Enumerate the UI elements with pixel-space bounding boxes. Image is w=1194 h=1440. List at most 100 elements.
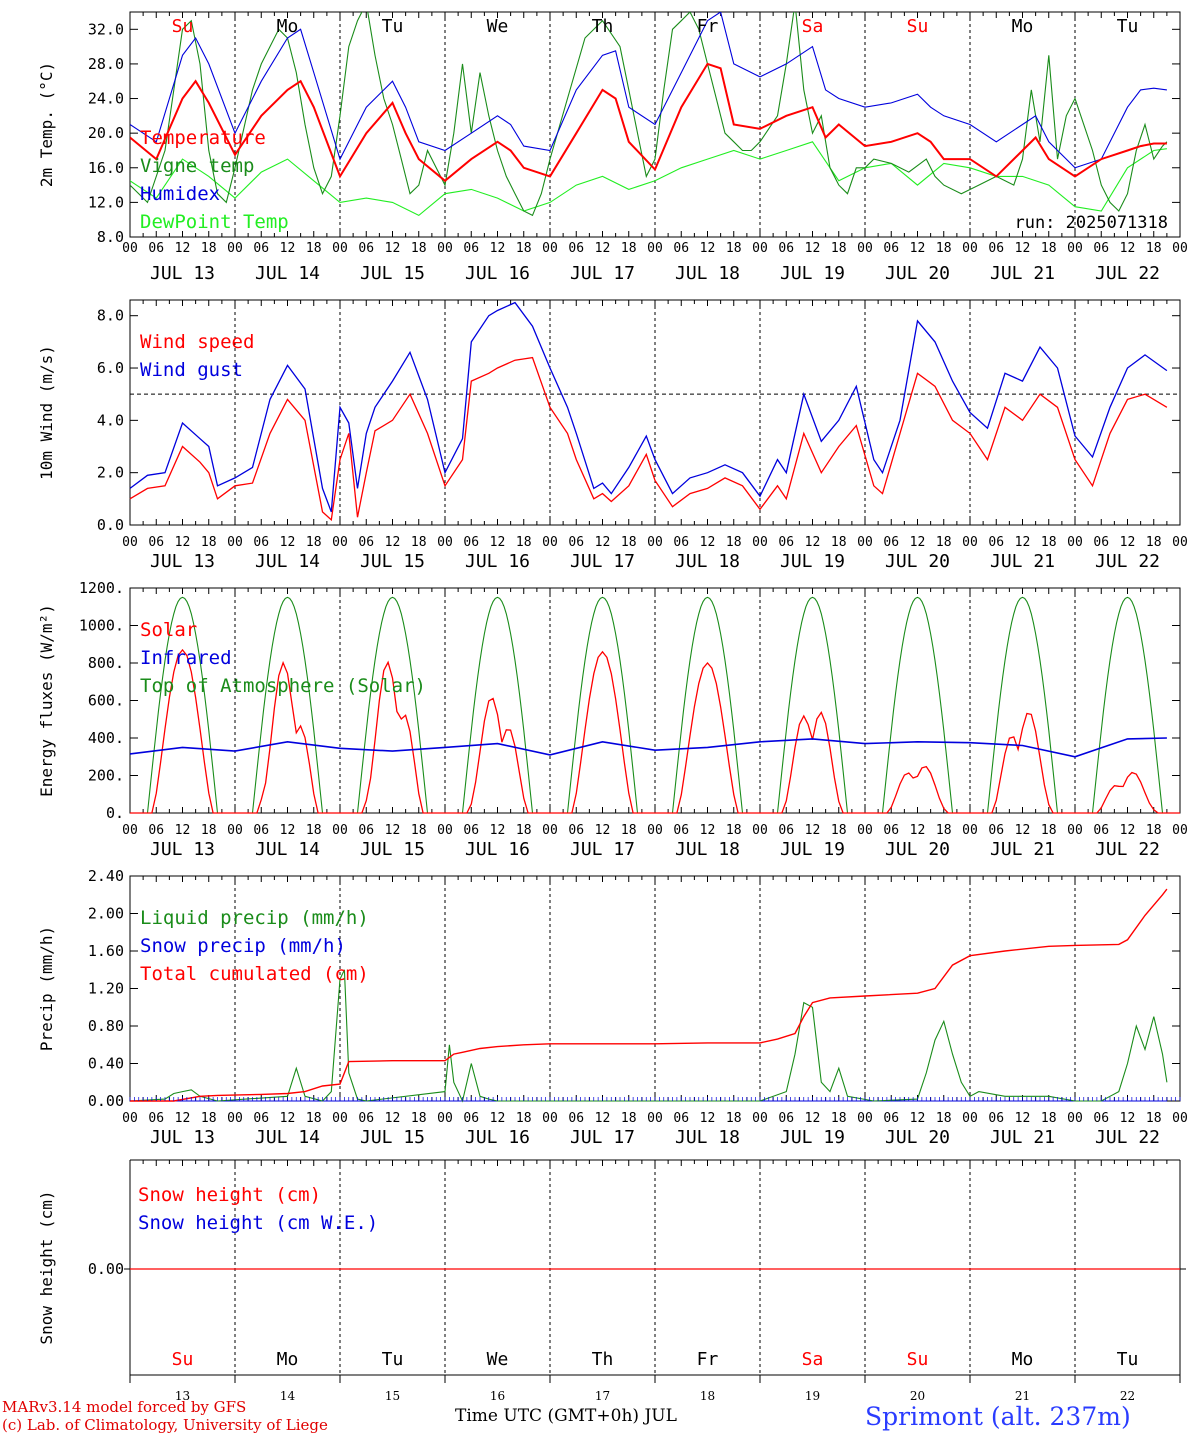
hour-tick-label: 18 <box>936 535 952 550</box>
date-label: JUL 20 <box>885 1127 950 1148</box>
weekday-label: Th <box>592 1349 614 1370</box>
hour-tick-label: 12 <box>175 241 191 256</box>
day-number-label: 15 <box>385 1389 400 1403</box>
hour-tick-label: 18 <box>1146 823 1162 838</box>
series-line <box>130 648 1180 814</box>
hour-tick-label: 18 <box>1041 241 1057 256</box>
date-label: JUL 17 <box>570 1127 635 1148</box>
hour-tick-label: 00 <box>962 1111 978 1126</box>
hour-tick-label: 12 <box>595 535 611 550</box>
date-label: JUL 16 <box>465 1127 530 1148</box>
hour-tick-label: 18 <box>516 535 532 550</box>
hour-tick-label: 18 <box>936 1111 952 1126</box>
date-label: JUL 16 <box>465 263 530 284</box>
hour-tick-label: 00 <box>647 823 663 838</box>
hour-tick-label: 06 <box>253 241 269 256</box>
date-label: JUL 18 <box>675 1127 740 1148</box>
hour-tick-label: 18 <box>1146 535 1162 550</box>
date-label: JUL 13 <box>150 839 215 860</box>
y-tick-label: 400. <box>88 729 124 747</box>
panel-5: 0.00 Snow height (cm) Snow height (cm) Snow… <box>37 1159 1186 1403</box>
hour-tick-label: 12 <box>805 1111 821 1126</box>
hour-tick-label: 06 <box>988 241 1004 256</box>
date-label: JUL 17 <box>570 551 635 572</box>
hour-tick-label: 12 <box>385 1111 401 1126</box>
hour-tick-label: 06 <box>358 823 374 838</box>
hour-tick-label: 06 <box>673 535 689 550</box>
hour-tick-label: 00 <box>857 241 873 256</box>
y-tick-label: 2.00 <box>88 905 124 923</box>
legend-vigne-temp: Vigne temp <box>140 155 254 177</box>
hour-tick-label: 06 <box>883 241 899 256</box>
legend-infrared: Infrared <box>140 647 232 669</box>
y-tick-label: 0.0 <box>97 516 124 534</box>
weekday-label: Su <box>907 1349 929 1370</box>
hour-tick-label: 00 <box>437 241 453 256</box>
legend-liquid-precip-mm-h-: Liquid precip (mm/h) <box>140 907 369 929</box>
day-number-label: 21 <box>1015 1389 1030 1403</box>
series-line <box>130 888 1168 1102</box>
series-line <box>129 356 1168 522</box>
weekday-label: Su <box>907 16 929 37</box>
hour-tick-label: 18 <box>726 823 742 838</box>
y-tick-label: 200. <box>88 767 124 785</box>
hour-tick-label: 18 <box>201 241 217 256</box>
legend-top-of-atmosphere-solar-: Top of Atmosphere (Solar) <box>140 675 426 697</box>
hour-tick-label: 06 <box>148 1111 164 1126</box>
hour-tick-label: 06 <box>988 535 1004 550</box>
hour-tick-label: 06 <box>883 823 899 838</box>
date-label: JUL 15 <box>360 1127 425 1148</box>
hour-tick-label: 00 <box>122 241 138 256</box>
hour-tick-label: 00 <box>1067 535 1083 550</box>
series-line <box>129 969 1168 1103</box>
hour-tick-label: 00 <box>1067 1111 1083 1126</box>
hour-tick-label: 12 <box>1120 823 1136 838</box>
hour-tick-label: 18 <box>306 1111 322 1126</box>
hour-tick-label: 12 <box>595 823 611 838</box>
weekday-label: Su <box>172 1349 194 1370</box>
hour-tick-label: 12 <box>1120 1111 1136 1126</box>
hour-tick-label: 06 <box>568 1111 584 1126</box>
date-label: JUL 15 <box>360 551 425 572</box>
weekday-label: Fr <box>697 1349 719 1370</box>
hour-tick-label: 18 <box>516 823 532 838</box>
hour-tick-label: 06 <box>1093 823 1109 838</box>
hour-tick-label: 18 <box>621 241 637 256</box>
hour-tick-label: 00 <box>962 823 978 838</box>
hour-tick-label: 18 <box>1041 823 1057 838</box>
weekday-label: Mo <box>277 1349 299 1370</box>
weekday-label: Mo <box>277 16 299 37</box>
station-name: Sprimont (alt. 237m) <box>865 1402 1131 1431</box>
date-label: JUL 13 <box>150 551 215 572</box>
y-tick-label: 600. <box>88 692 124 710</box>
date-label: JUL 19 <box>780 263 845 284</box>
hour-tick-label: 12 <box>1015 1111 1031 1126</box>
hour-tick-label: 06 <box>778 241 794 256</box>
hour-tick-label: 18 <box>1146 1111 1162 1126</box>
plot-frame <box>129 299 1181 526</box>
hour-tick-label: 06 <box>463 823 479 838</box>
hour-tick-label: 06 <box>883 1111 899 1126</box>
hour-tick-label: 12 <box>385 535 401 550</box>
hour-tick-label: 18 <box>516 1111 532 1126</box>
hour-tick-label: 12 <box>385 823 401 838</box>
legend-snow-height-cm: Snow height (cm) <box>138 1184 321 1206</box>
hour-tick-label: 00 <box>122 823 138 838</box>
hour-tick-label: 06 <box>148 241 164 256</box>
y-axis-label: 10m Wind (m/s) <box>37 345 56 480</box>
hour-tick-label: 00 <box>542 535 558 550</box>
hour-tick-label: 12 <box>280 241 296 256</box>
hour-tick-label: 00 <box>962 241 978 256</box>
hour-tick-label: 06 <box>568 241 584 256</box>
hour-tick-label: 12 <box>175 535 191 550</box>
hour-tick-label: 06 <box>673 1111 689 1126</box>
weekday-label: Tu <box>1117 1349 1139 1370</box>
date-label: JUL 17 <box>570 263 635 284</box>
weekday-label: Tu <box>382 16 404 37</box>
date-label: JUL 14 <box>255 263 320 284</box>
legend-temperature: Temperature <box>140 127 266 149</box>
date-label: JUL 17 <box>570 839 635 860</box>
hour-tick-label: 12 <box>490 535 506 550</box>
